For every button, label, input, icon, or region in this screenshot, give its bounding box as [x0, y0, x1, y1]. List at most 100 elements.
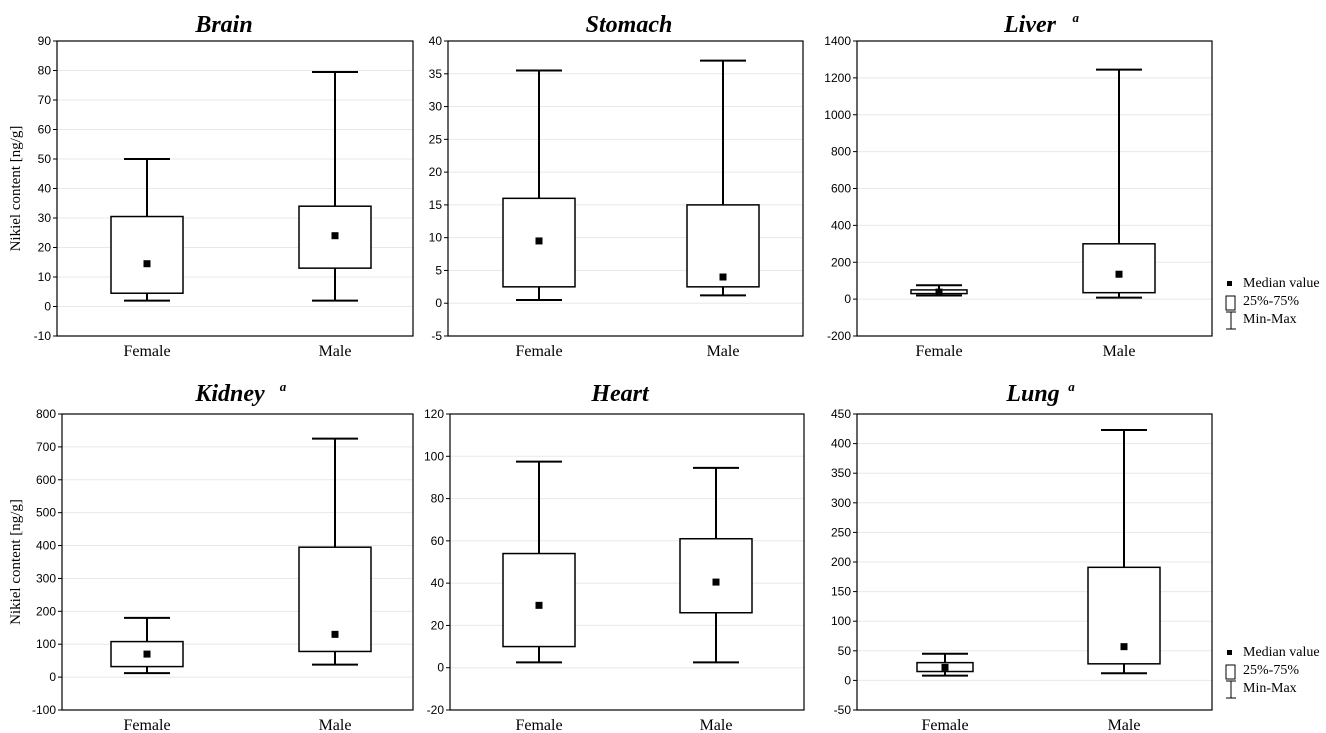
y-tick-label: 50 — [38, 152, 52, 166]
y-tick-label: 25 — [429, 132, 443, 146]
chart-title: Stomach — [586, 12, 673, 38]
y-tick-label: -50 — [834, 703, 852, 717]
legend-median-label: Median value — [1243, 276, 1320, 291]
median-marker — [331, 630, 339, 638]
y-tick-label: 600 — [36, 473, 56, 487]
y-tick-label: 300 — [36, 571, 56, 585]
chart-panel-lung: -50 0 50 100 150 200 250 300 350 400 450 Lung a Femal… — [831, 379, 1213, 733]
box-female — [916, 652, 974, 677]
box-female — [910, 284, 968, 297]
median-marker — [331, 232, 339, 240]
chart-panel-kidney: -100 0 100 200 300 400 500 600 700 800 Kidney a Niki… — [8, 379, 414, 733]
legend-box-label: 25%-75% — [1243, 294, 1299, 309]
legend: Median value 25%-75% Min-Max — [1225, 276, 1320, 330]
x-category-label: Male — [700, 717, 733, 733]
chart-title: Heart — [590, 381, 650, 407]
x-category-label: Female — [915, 343, 962, 360]
legend-box-label: 25%-75% — [1243, 663, 1299, 678]
chart-title: Lung — [1005, 381, 1059, 407]
plot-frame — [856, 40, 1213, 337]
y-tick-label: 60 — [431, 534, 445, 548]
y-tick-label: 200 — [831, 555, 851, 569]
y-tick-label: 80 — [431, 492, 445, 506]
y-tick-label: 1400 — [824, 34, 851, 48]
median-marker — [143, 260, 151, 268]
y-tick-label: 300 — [831, 496, 851, 510]
median-marker — [1115, 270, 1123, 278]
x-category-label: Female — [515, 717, 562, 733]
median-marker — [1120, 643, 1128, 651]
title-superscript: a — [280, 379, 287, 394]
y-tick-label: 400 — [36, 539, 56, 553]
y-tick-label: 200 — [36, 604, 56, 618]
chart-title: Kidney — [194, 381, 265, 407]
y-tick-label: 1000 — [824, 108, 851, 122]
y-tick-label: 350 — [831, 466, 851, 480]
y-tick-label: 10 — [429, 231, 443, 245]
iqr-box — [1082, 243, 1156, 294]
median-marker — [719, 273, 727, 281]
box-male — [1087, 428, 1161, 675]
y-tick-label: 600 — [831, 182, 851, 196]
y-axis-label: Nikiel content [ng/g] — [8, 126, 24, 252]
iqr-box — [679, 537, 753, 614]
x-category-label: Male — [319, 343, 352, 360]
box-female — [502, 69, 576, 301]
y-tick-label: 30 — [38, 211, 52, 225]
legend-whisker-label: Min-Max — [1243, 312, 1297, 327]
chart-panel-stomach: -5 0 5 10 15 20 25 30 35 40 Stomach Female Male — [429, 12, 804, 360]
x-category-label: Male — [319, 717, 352, 733]
x-category-label: Female — [921, 717, 968, 733]
y-tick-label: 0 — [44, 300, 51, 314]
y-tick-label: 400 — [831, 437, 851, 451]
y-tick-label: 40 — [429, 34, 443, 48]
box-female — [110, 616, 184, 675]
plot-frame — [856, 413, 1213, 711]
box-female — [110, 158, 184, 302]
y-tick-label: -5 — [431, 329, 442, 343]
y-tick-label: 60 — [38, 123, 52, 137]
y-tick-label: 5 — [435, 263, 442, 277]
legend-whisker-label: Min-Max — [1243, 681, 1297, 696]
y-tick-label: -100 — [32, 703, 56, 717]
y-tick-label: 80 — [38, 64, 52, 78]
x-category-label: Female — [123, 343, 170, 360]
legend-box-symbol — [1225, 664, 1236, 680]
y-tick-label: 700 — [36, 440, 56, 454]
title-superscript: a — [1073, 10, 1080, 25]
y-tick-label: 100 — [831, 614, 851, 628]
box-male — [1082, 68, 1156, 299]
plot-frame — [56, 40, 414, 337]
legend-median-label: Median value — [1243, 645, 1320, 660]
box-male — [298, 70, 372, 302]
y-tick-label: -20 — [427, 703, 445, 717]
y-tick-label: -200 — [827, 329, 851, 343]
y-tick-label: 90 — [38, 34, 52, 48]
median-marker — [143, 650, 151, 658]
y-tick-label: 120 — [424, 407, 444, 421]
legend: Median value 25%-75% Min-Max — [1225, 645, 1320, 699]
plot-frame — [447, 40, 804, 337]
y-tick-label: 100 — [36, 637, 56, 651]
y-tick-label: 10 — [38, 270, 52, 284]
box-male — [298, 437, 372, 666]
y-tick-label: 30 — [429, 100, 443, 114]
y-tick-label: 40 — [431, 576, 445, 590]
x-category-label: Female — [123, 717, 170, 733]
chart-panel-brain: -10 0 10 20 30 40 50 60 70 80 90 Brain Nikiel conten… — [8, 12, 414, 360]
y-tick-label: 20 — [431, 618, 445, 632]
y-tick-label: 400 — [831, 218, 851, 232]
x-category-label: Male — [1103, 343, 1136, 360]
chart-title: Liver — [1003, 12, 1057, 38]
y-tick-label: 40 — [38, 182, 52, 196]
x-category-label: Male — [1108, 717, 1141, 733]
y-tick-label: 0 — [437, 661, 444, 675]
y-tick-label: 200 — [831, 255, 851, 269]
y-tick-label: 150 — [831, 585, 851, 599]
y-tick-label: 800 — [36, 407, 56, 421]
median-marker — [941, 663, 949, 671]
y-tick-label: 0 — [844, 673, 851, 687]
x-category-label: Male — [707, 343, 740, 360]
y-tick-label: 20 — [38, 241, 52, 255]
